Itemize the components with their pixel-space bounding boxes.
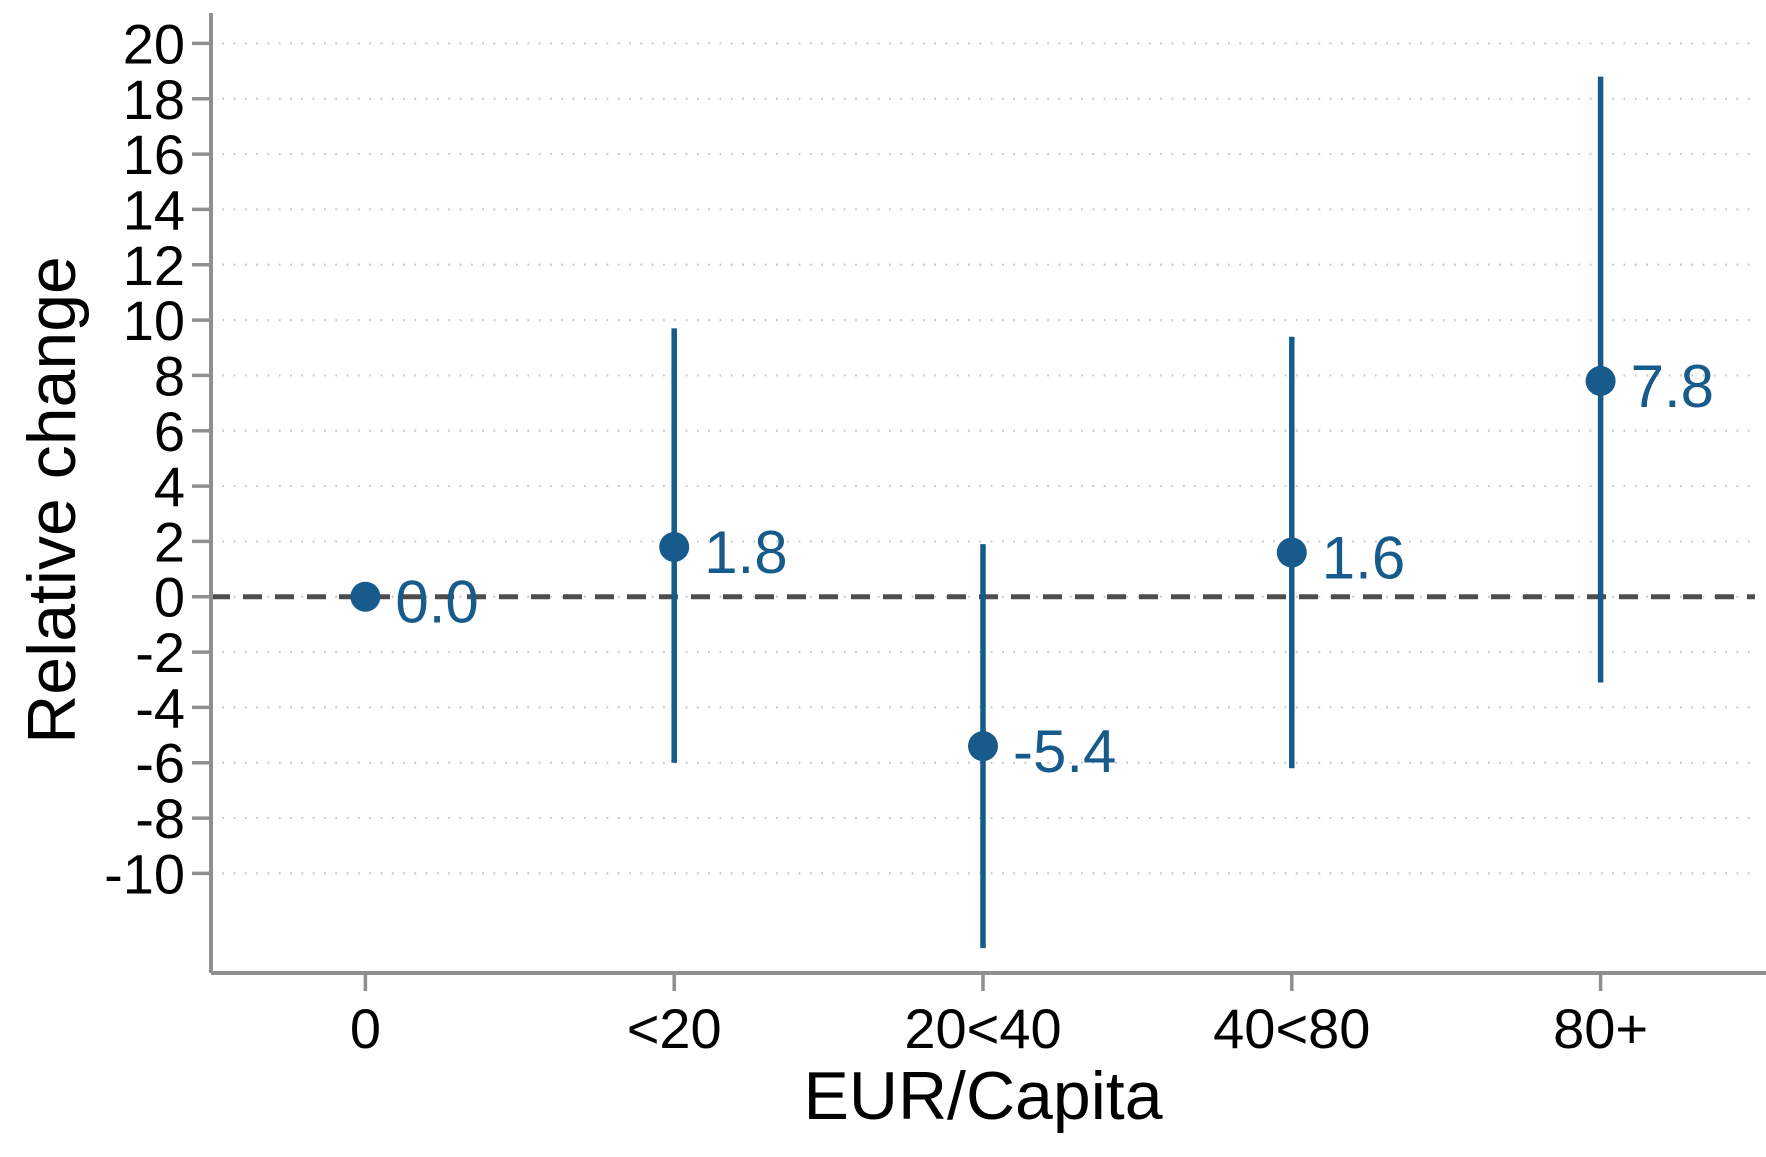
y-tick-label: 2 bbox=[154, 510, 185, 573]
y-tick-label: 0 bbox=[154, 566, 185, 629]
y-tick-label: 18 bbox=[123, 68, 185, 131]
estimate-value-label: 0.0 bbox=[395, 569, 478, 636]
y-tick-label: -10 bbox=[104, 842, 185, 905]
y-axis-title: Relative change bbox=[14, 256, 90, 744]
y-tick-label: 14 bbox=[123, 178, 185, 241]
estimate-value-label: 1.6 bbox=[1322, 524, 1405, 591]
y-tick-label: 12 bbox=[123, 234, 185, 297]
y-tick-label: 10 bbox=[123, 289, 185, 352]
x-tick-label: 0 bbox=[350, 997, 381, 1060]
y-tick-label: -4 bbox=[135, 676, 185, 739]
estimate-dot bbox=[659, 531, 690, 562]
x-tick-label: 20<40 bbox=[904, 997, 1061, 1060]
y-tick-label: 4 bbox=[154, 455, 185, 518]
estimate-dot bbox=[1585, 365, 1616, 396]
y-tick-label: 20 bbox=[123, 12, 185, 75]
estimate-value-label: -5.4 bbox=[1013, 718, 1116, 785]
estimate-value-label: 1.8 bbox=[704, 519, 787, 586]
estimate-dot bbox=[350, 581, 381, 612]
estimate-value-label: 7.8 bbox=[1631, 353, 1714, 420]
y-tick-label: 8 bbox=[154, 344, 185, 407]
y-tick-label: 16 bbox=[123, 123, 185, 186]
y-tick-label: 6 bbox=[154, 400, 185, 463]
y-tick-label: -6 bbox=[135, 732, 185, 795]
x-tick-label: 40<80 bbox=[1213, 997, 1370, 1060]
x-axis-title: EUR/Capita bbox=[803, 1058, 1163, 1134]
estimate-dot bbox=[968, 731, 998, 762]
y-tick-label: -2 bbox=[135, 621, 185, 684]
x-tick-label: <20 bbox=[627, 997, 722, 1060]
estimate-dot bbox=[1276, 537, 1307, 568]
x-tick-label: 80+ bbox=[1553, 997, 1648, 1060]
y-tick-label: -8 bbox=[135, 787, 185, 850]
